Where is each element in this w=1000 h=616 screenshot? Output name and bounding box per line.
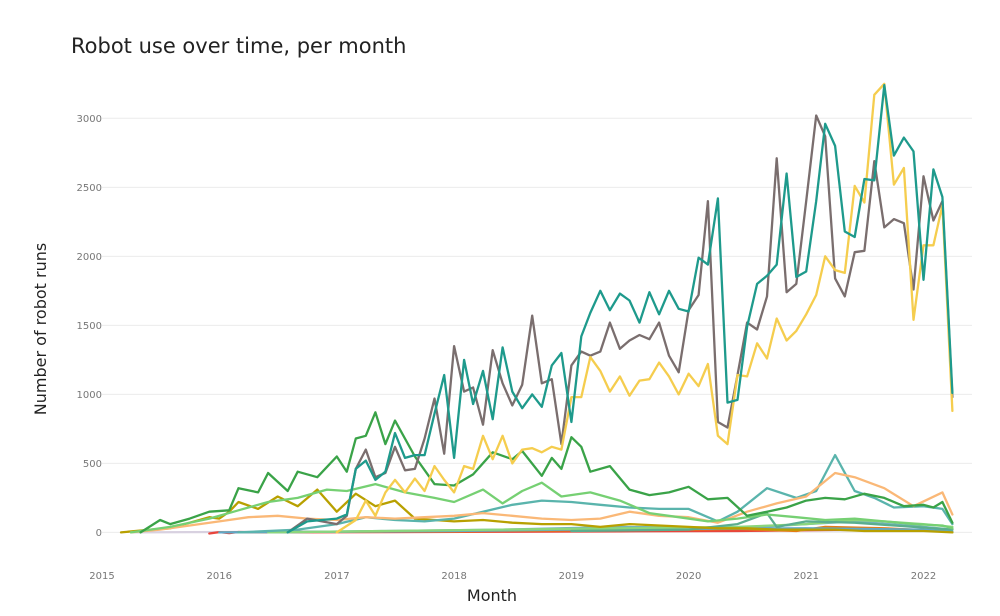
y-tick-label: 2000 [77, 252, 102, 263]
chart-title: Robot use over time, per month [71, 34, 406, 58]
y-tick-label: 0 [96, 528, 102, 539]
x-tick-label: 2021 [793, 571, 818, 582]
x-tick-label: 2018 [441, 571, 466, 582]
series-line-11 [139, 411, 954, 534]
tick-layer: 0 500 1000 1500 2000 2500 3000 2015 2016 2017 2018… [77, 114, 937, 582]
y-tick-label: 1500 [77, 321, 102, 332]
x-axis-title: Month [467, 586, 517, 605]
series-line-8 [237, 453, 954, 534]
series-line-12 [286, 114, 954, 534]
x-tick-label: 2017 [324, 571, 349, 582]
y-tick-label: 3000 [77, 114, 102, 125]
x-tick-label: 2022 [911, 571, 936, 582]
x-tick-label: 2016 [207, 571, 232, 582]
series-line-14 [286, 84, 954, 534]
grid-layer [102, 117, 972, 533]
x-tick-label: 2020 [676, 571, 701, 582]
series-line-10 [129, 481, 954, 534]
y-tick-label: 500 [83, 459, 102, 470]
y-tick-label: 1000 [77, 390, 102, 401]
series-layer [119, 82, 954, 535]
series-line-9 [129, 471, 954, 534]
x-tick-label: 2015 [89, 571, 114, 582]
y-tick-label: 2500 [77, 183, 102, 194]
x-tick-label: 2019 [559, 571, 584, 582]
y-axis-title: Number of robot runs [31, 243, 50, 415]
series-line-13 [335, 82, 954, 534]
